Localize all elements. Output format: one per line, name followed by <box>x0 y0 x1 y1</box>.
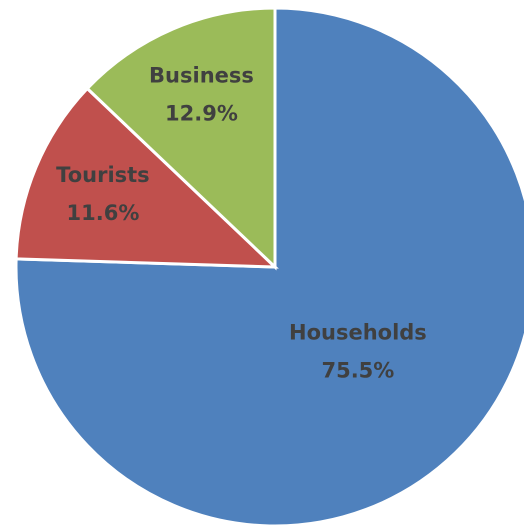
slice-label: Business <box>149 64 254 88</box>
pie-slice <box>14 86 279 269</box>
slice-value-label: 11.6% <box>67 201 140 225</box>
slice-value-label: 12.9% <box>165 102 238 126</box>
slice-value-label: 75.5% <box>321 359 394 383</box>
slice-label: Tourists <box>56 163 150 187</box>
slice-label: Households <box>289 321 427 345</box>
pie-slice <box>85 6 277 271</box>
